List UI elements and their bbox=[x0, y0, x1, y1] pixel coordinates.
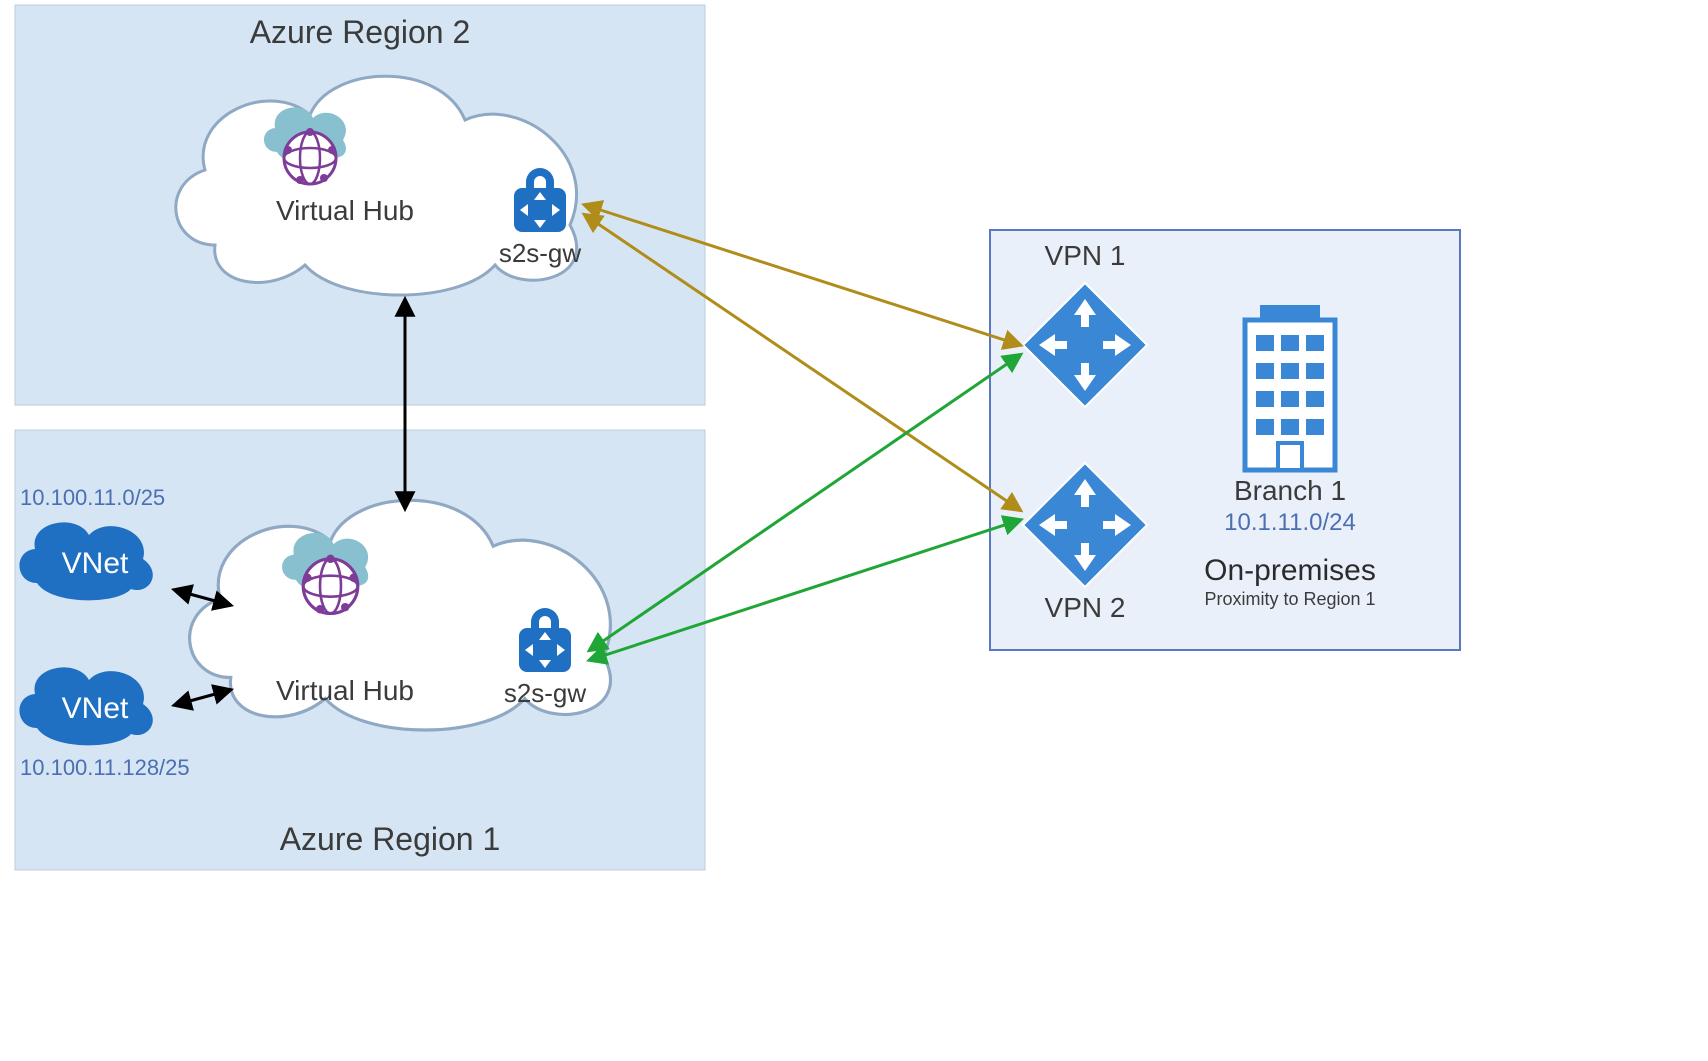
svg-text:VNet: VNet bbox=[62, 547, 129, 580]
vnet-1-cidr: 10.100.11.0/25 bbox=[20, 485, 165, 510]
azure-region-2: Azure Region 2 Virtual Hub s2s-gw bbox=[15, 5, 705, 405]
vnet-2-cidr: 10.100.11.128/25 bbox=[20, 755, 190, 780]
onprem-subtitle: Proximity to Region 1 bbox=[1204, 589, 1375, 609]
region-1-gw-label: s2s-gw bbox=[504, 678, 587, 708]
region-1-title: Azure Region 1 bbox=[280, 821, 501, 857]
region-2-gw-label: s2s-gw bbox=[499, 238, 582, 268]
region-2-hub-label: Virtual Hub bbox=[276, 195, 414, 226]
on-premises: VPN 1 VPN 2 Branch 1 10.1.11.0/24 On-premise… bbox=[990, 230, 1460, 650]
region-2-title: Azure Region 2 bbox=[250, 14, 471, 50]
svg-text:VNet: VNet bbox=[62, 692, 129, 725]
region-1-hub-label: Virtual Hub bbox=[276, 675, 414, 706]
vpn-1-label: VPN 1 bbox=[1045, 240, 1126, 271]
azure-region-1: Azure Region 1 Virtual Hub s2s-gw VNet 10.10… bbox=[15, 430, 705, 870]
onprem-title: On-premises bbox=[1204, 554, 1376, 587]
vpn-2-label: VPN 2 bbox=[1045, 592, 1126, 623]
branch-1-cidr: 10.1.11.0/24 bbox=[1224, 509, 1356, 536]
branch-1-title: Branch 1 bbox=[1234, 475, 1346, 506]
branch-building-icon bbox=[1245, 305, 1335, 470]
